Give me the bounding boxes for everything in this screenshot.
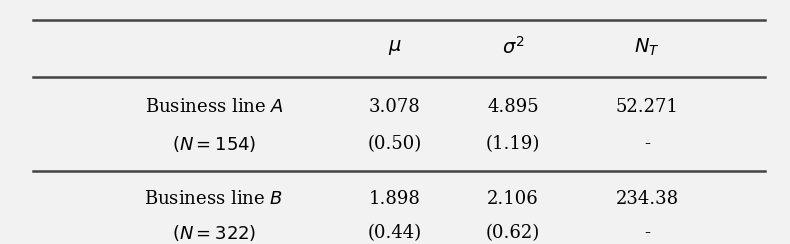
Text: -: - — [644, 135, 650, 152]
Text: 1.898: 1.898 — [369, 190, 421, 208]
Text: (0.62): (0.62) — [486, 224, 540, 242]
Text: $\mu$: $\mu$ — [388, 38, 402, 57]
Text: 234.38: 234.38 — [615, 190, 679, 208]
Text: $N_T$: $N_T$ — [634, 37, 660, 58]
Text: 4.895: 4.895 — [487, 98, 539, 116]
Text: 52.271: 52.271 — [615, 98, 679, 116]
Text: (0.50): (0.50) — [368, 135, 422, 152]
Text: $(N = 322)$: $(N = 322)$ — [171, 223, 256, 243]
Text: Business line $B$: Business line $B$ — [145, 190, 284, 208]
Text: $(N = 154)$: $(N = 154)$ — [171, 133, 256, 153]
Text: 2.106: 2.106 — [487, 190, 539, 208]
Text: -: - — [644, 224, 650, 242]
Text: (1.19): (1.19) — [486, 135, 540, 152]
Text: $\sigma^2$: $\sigma^2$ — [502, 36, 525, 58]
Text: 3.078: 3.078 — [369, 98, 421, 116]
Text: (0.44): (0.44) — [368, 224, 422, 242]
Text: Business line $A$: Business line $A$ — [145, 98, 284, 116]
